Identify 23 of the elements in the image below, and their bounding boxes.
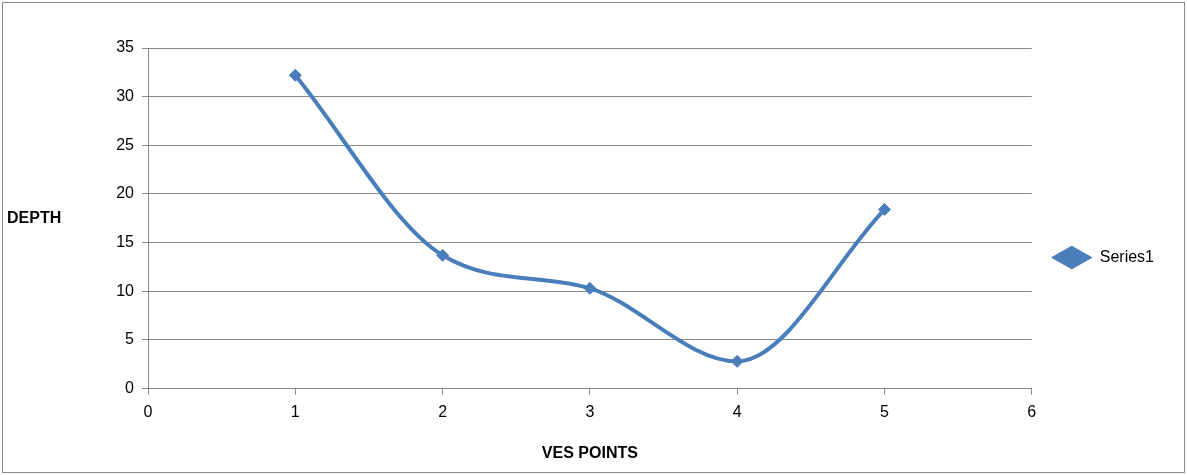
- y-tick-label: 15: [116, 233, 135, 251]
- y-axis-title: DEPTH: [7, 208, 62, 226]
- point: [288, 68, 302, 82]
- y-tick-label: 25: [116, 135, 135, 153]
- legend-label: Series1: [1099, 247, 1155, 265]
- x-tick-label: 3: [585, 402, 595, 420]
- point: [583, 281, 597, 295]
- point: [877, 203, 891, 217]
- y-tick-label: 10: [116, 281, 135, 299]
- y-tick-label: 5: [125, 330, 135, 348]
- point: [436, 248, 450, 262]
- y-tick-label: 0: [125, 379, 135, 397]
- x-tick-label: 2: [438, 402, 448, 420]
- x-tick-label: 5: [880, 402, 890, 420]
- x-tick-label: 4: [732, 402, 742, 420]
- x-tick-label: 0: [143, 402, 153, 420]
- x-axis-title: VES POINTS: [541, 443, 639, 461]
- y-tick-label: 20: [116, 184, 135, 202]
- point: [730, 354, 744, 368]
- y-tick-label: 30: [116, 87, 135, 105]
- y-tick-label: 35: [116, 38, 135, 56]
- x-tick-label: 1: [290, 402, 300, 420]
- x-tick-label: 6: [1027, 402, 1037, 420]
